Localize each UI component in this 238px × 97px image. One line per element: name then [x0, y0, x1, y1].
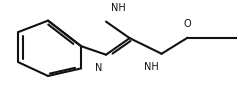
Text: NH: NH [111, 3, 125, 13]
Text: N: N [95, 63, 102, 73]
Text: O: O [184, 19, 191, 29]
Text: NH: NH [144, 62, 159, 72]
